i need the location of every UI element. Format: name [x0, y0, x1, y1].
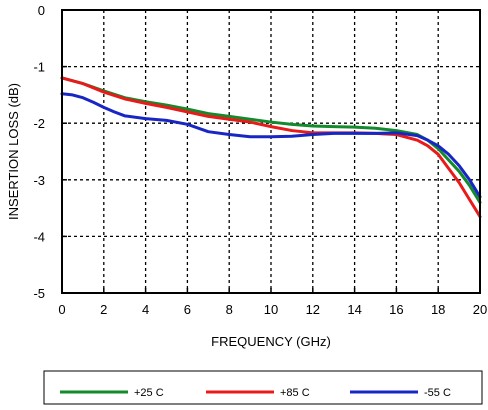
x-tick-label: 16: [389, 302, 403, 317]
y-tick-label: 0: [38, 3, 45, 18]
legend-box: [43, 370, 483, 405]
axes: 0 2 4 6 8 10 12 14 16 18 20 0 -1 -2 -3 -4 -5: [33, 3, 487, 317]
series-lines: [60, 76, 482, 219]
x-tick-label: 10: [264, 302, 278, 317]
y-tick-label: -3: [33, 173, 45, 188]
y-tick-label: -4: [33, 229, 45, 244]
x-tick-label: 12: [306, 302, 320, 317]
grid: [62, 10, 480, 293]
legend-label: +25 C: [134, 387, 164, 399]
x-tick-label: 2: [100, 302, 107, 317]
x-tick-label: 0: [58, 302, 65, 317]
x-tick-label: 4: [142, 302, 149, 317]
legend: +25 C +85 C -55 C: [43, 370, 483, 405]
series-line-2: [60, 76, 482, 219]
x-tick-label: 18: [431, 302, 445, 317]
series-line-3: [60, 92, 482, 199]
y-tick-label: -5: [33, 286, 45, 301]
y-tick-label: -1: [33, 60, 45, 75]
legend-label: -55 C: [424, 387, 451, 399]
series-line-1: [60, 76, 482, 204]
x-axis-title: FREQUENCY (GHz): [211, 334, 331, 349]
x-tick-label: 20: [473, 302, 487, 317]
legend-label: +85 C: [280, 387, 310, 399]
x-tick-label: 14: [347, 302, 361, 317]
x-tick-label: 6: [184, 302, 191, 317]
y-axis-title: INSERTION LOSS (dB): [6, 83, 21, 220]
y-tick-label: -2: [33, 116, 45, 131]
x-tick-label: 8: [226, 302, 233, 317]
